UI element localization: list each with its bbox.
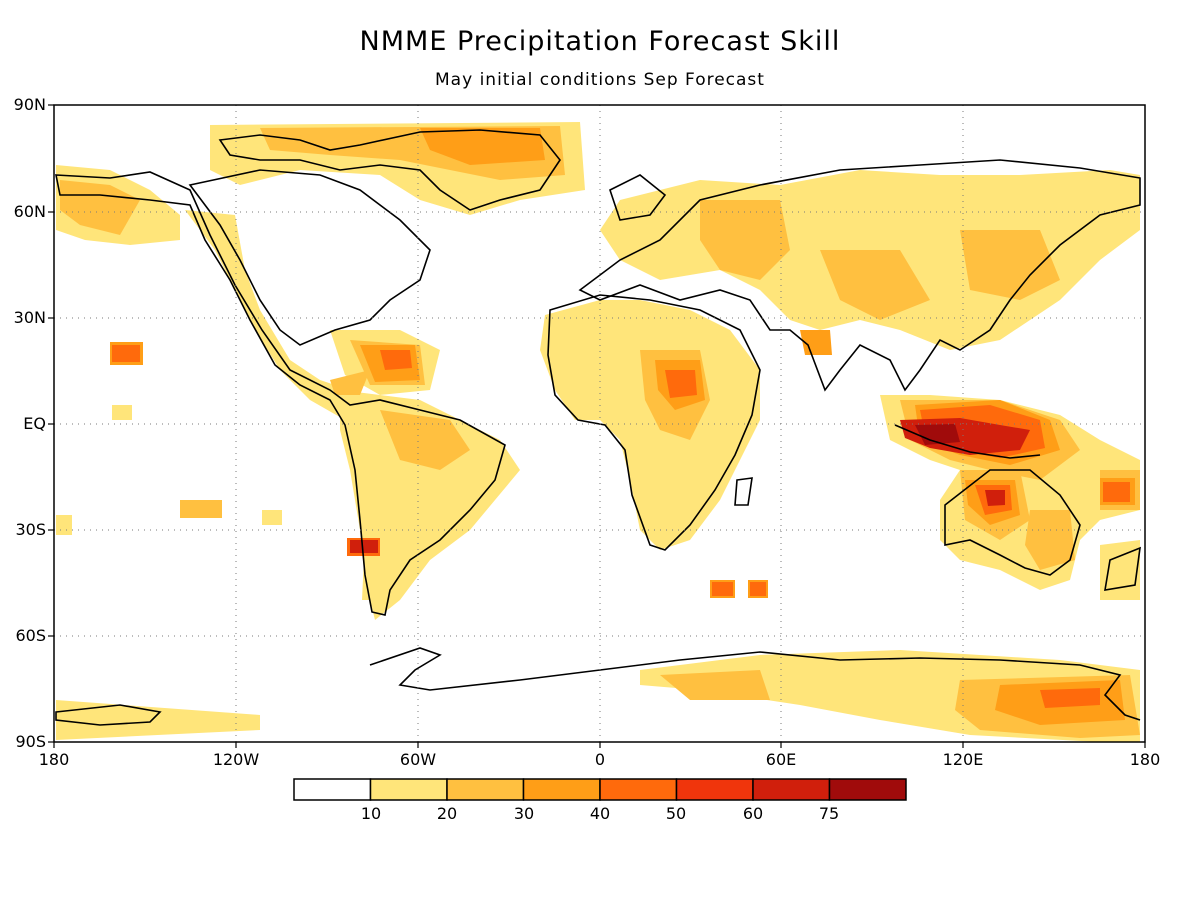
lat-label-90n: 90N: [13, 95, 46, 114]
lat-label-60n: 60N: [13, 202, 46, 221]
lat-label-60s: 60S: [15, 626, 46, 645]
colorbar-swatch-3: [522, 778, 601, 801]
colorbar: [293, 778, 907, 801]
lat-label-30n: 30N: [13, 308, 46, 327]
chart-title: NMME Precipitation Forecast Skill: [359, 26, 841, 57]
lat-label-30s: 30S: [15, 520, 46, 539]
lat-label-eq: EQ: [23, 414, 46, 433]
lon-label-60e: 60E: [765, 750, 797, 769]
lon-label-180w: 180: [38, 750, 70, 769]
colorbar-label-10: 10: [360, 804, 382, 823]
colorbar-label-30: 30: [513, 804, 535, 823]
colorbar-label-20: 20: [436, 804, 458, 823]
colorbar-label-75: 75: [818, 804, 840, 823]
colorbar-label-60: 60: [742, 804, 764, 823]
colorbar-swatch-6: [752, 778, 831, 801]
chart-subtitle: May initial conditions Sep Forecast: [435, 70, 765, 90]
lon-label-120w: 120W: [212, 750, 260, 769]
lat-label-90s: 90S: [15, 732, 46, 751]
colorbar-swatch-2: [446, 778, 525, 801]
lon-label-120e: 120E: [942, 750, 984, 769]
graticule: [54, 105, 1145, 742]
colorbar-label-40: 40: [589, 804, 611, 823]
colorbar-swatch-7: [828, 778, 907, 801]
colorbar-swatch-5: [675, 778, 754, 801]
axis-ticks: [48, 104, 1146, 748]
lon-label-180e: 180: [1129, 750, 1161, 769]
lon-label-0: 0: [594, 750, 606, 769]
colorbar-swatch-0: [293, 778, 372, 801]
colorbar-swatch-1: [369, 778, 448, 801]
lon-label-60w: 60W: [399, 750, 437, 769]
colorbar-label-50: 50: [665, 804, 687, 823]
skill-shading: [56, 122, 1140, 742]
colorbar-swatch-4: [599, 778, 678, 801]
shading-75plus: [915, 424, 960, 445]
coastlines: [55, 129, 1141, 726]
